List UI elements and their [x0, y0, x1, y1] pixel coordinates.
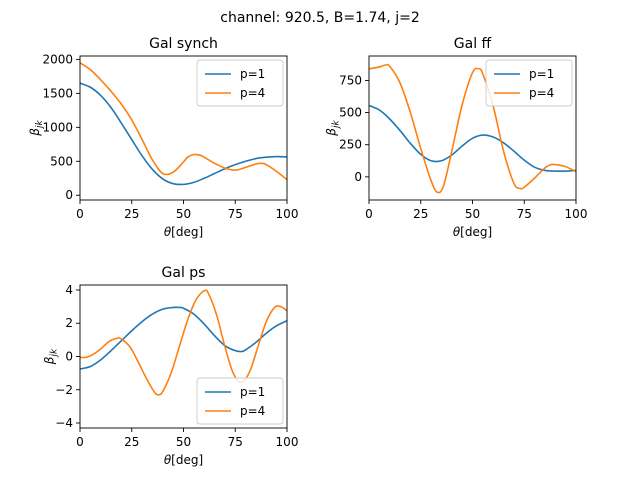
legend: p=1p=4	[196, 59, 284, 107]
y-tick-label: 0	[65, 188, 73, 202]
panel-title: Gal ff	[454, 36, 492, 52]
y-tick-label: 4	[65, 283, 73, 297]
legend-box	[196, 59, 284, 107]
series-line-p=4	[369, 63, 576, 194]
x-axis-label: θ[deg]	[453, 225, 492, 239]
panel-title: Gal ps	[162, 265, 206, 281]
y-axis-label: βjk	[43, 348, 60, 365]
legend-label: p=4	[240, 404, 265, 418]
x-axis-label: θ[deg]	[164, 453, 203, 467]
x-tick-label: 25	[124, 207, 139, 221]
y-tick-label: 0	[354, 170, 362, 184]
x-tick-label: 100	[276, 207, 299, 221]
series-line-p=1	[80, 306, 287, 370]
legend-label: p=4	[529, 86, 554, 100]
series-line-p=4	[80, 62, 287, 181]
y-tick-label: −2	[55, 383, 73, 397]
x-tick-label: 0	[76, 207, 84, 221]
x-tick-label: 25	[124, 435, 139, 449]
x-tick-label: 75	[228, 435, 243, 449]
panel-2: Gal ff0 25 50 75 1000250500750θ[deg]βjkp=1p=…	[324, 36, 587, 239]
legend-label: p=4	[240, 86, 265, 100]
series-line-p=4	[80, 289, 287, 396]
legend-label: p=1	[529, 67, 554, 81]
series-line-p=1	[369, 104, 576, 172]
y-tick-label: 2	[65, 316, 73, 330]
y-tick-label: 500	[339, 106, 362, 120]
series-line-p=1	[80, 82, 287, 186]
y-tick-label: −4	[55, 416, 73, 430]
x-tick-label: 50	[176, 435, 191, 449]
figure-suptitle: channel: 920.5, B=1.74, j=2	[220, 10, 419, 26]
y-tick-label: 500	[50, 154, 73, 168]
y-tick-label: 2000	[42, 52, 73, 66]
x-tick-label: 100	[276, 435, 299, 449]
y-axis-label: βjk	[324, 120, 341, 137]
x-tick-label: 50	[465, 207, 480, 221]
y-tick-label: 0	[65, 350, 73, 364]
legend-box	[485, 59, 573, 107]
x-tick-label: 0	[76, 435, 84, 449]
y-tick-label: 750	[339, 73, 362, 87]
x-tick-label: 75	[228, 207, 243, 221]
x-axis-label: θ[deg]	[164, 225, 203, 239]
x-tick-label: 50	[176, 207, 191, 221]
x-tick-label: 0	[365, 207, 373, 221]
legend-label: p=1	[240, 67, 265, 81]
legend-label: p=1	[240, 385, 265, 399]
legend: p=1p=4	[196, 377, 284, 425]
x-tick-label: 75	[517, 207, 532, 221]
y-axis-label: βjk	[28, 120, 45, 137]
y-tick-label: 1000	[42, 120, 73, 134]
y-tick-label: 1500	[42, 86, 73, 100]
legend-box	[196, 377, 284, 425]
x-tick-label: 100	[565, 207, 588, 221]
legend: p=1p=4	[485, 59, 573, 107]
y-tick-label: 250	[339, 138, 362, 152]
panel-title: Gal synch	[149, 36, 218, 52]
x-tick-label: 25	[413, 207, 428, 221]
